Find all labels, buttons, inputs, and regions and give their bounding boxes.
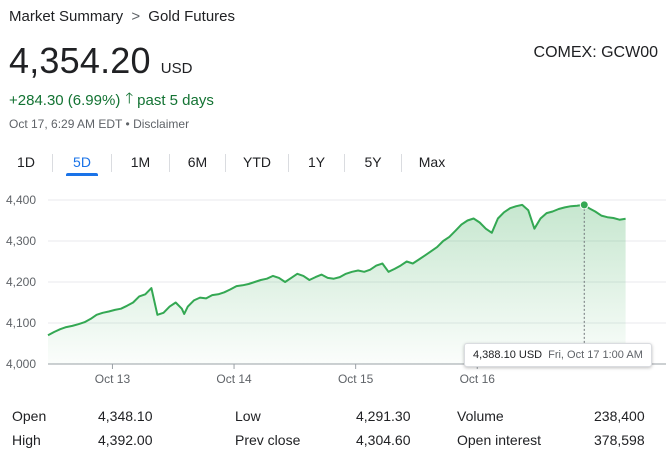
range-separator — [169, 154, 170, 172]
range-tab-ytd[interactable]: YTD — [243, 154, 271, 170]
range-tab-1d[interactable]: 1D — [17, 154, 35, 170]
breadcrumb-separator: > — [131, 8, 141, 25]
stat-low-label: Low — [235, 408, 261, 424]
y-tick-label: 4,300 — [6, 234, 36, 248]
x-tick-label: Oct 14 — [216, 372, 252, 386]
range-separator — [344, 154, 345, 172]
breadcrumb-current: Gold Futures — [148, 8, 236, 25]
range-tab-5y[interactable]: 5Y — [364, 154, 382, 170]
quote-timestamp: Oct 17, 6:29 AM EDT — [9, 117, 123, 131]
x-tick-label: Oct 15 — [338, 372, 374, 386]
range-tab-max[interactable]: Max — [418, 154, 446, 170]
price-line — [47, 203, 626, 337]
change-value: +284.30 (6.99%) — [9, 92, 121, 109]
stat-prev-close-value: 4,304.60 — [356, 432, 411, 448]
price-chart[interactable]: 4,000 4,100 4,200 4,300 4,400 Oct 13 Oct 14 Oct… — [0, 188, 666, 393]
stat-low-value: 4,291.30 — [356, 408, 411, 424]
y-tick-label: 4,100 — [6, 316, 36, 330]
x-tick-label: Oct 13 — [95, 372, 131, 386]
tooltip-date: Fri, Oct 17 1:00 AM — [548, 349, 643, 361]
y-tick-label: 4,000 — [6, 357, 36, 371]
range-separator — [52, 154, 53, 172]
stat-prev-close-label: Prev close — [235, 432, 301, 448]
disclaimer-link[interactable]: Disclaimer — [133, 117, 190, 131]
price-area — [48, 204, 626, 364]
stat-open-label: Open — [12, 408, 47, 424]
change-period: past 5 days — [137, 92, 214, 109]
stat-volume-label: Volume — [457, 408, 504, 424]
tooltip-value: 4,388.10 USD — [473, 349, 543, 361]
ticker-symbol: COMEX: GCW00 — [533, 44, 658, 61]
range-tab-1y[interactable]: 1Y — [307, 154, 326, 170]
quote-timestamp-row: Oct 17, 6:29 AM EDT • Disclaimer — [9, 117, 189, 131]
y-tick-label: 4,400 — [6, 193, 36, 207]
currency-label: USD — [160, 60, 193, 77]
range-separator — [225, 154, 226, 172]
stat-open-interest-label: Open interest — [457, 432, 542, 448]
chart-tooltip: 4,388.10 USD Fri, Oct 17 1:00 AM — [464, 343, 652, 367]
timestamp-bullet: • — [125, 117, 130, 131]
range-tab-1m[interactable]: 1M — [130, 154, 151, 170]
price-row: 4,354.20 USD — [9, 40, 192, 82]
range-tab-5d[interactable]: 5D — [66, 150, 98, 176]
stat-high-value: 4,392.00 — [98, 432, 153, 448]
breadcrumb: Market Summary > Gold Futures — [9, 8, 235, 25]
y-tick-label: 4,200 — [6, 275, 36, 289]
stat-high-label: High — [12, 432, 41, 448]
stat-volume-value: 238,400 — [594, 408, 645, 424]
range-separator — [111, 154, 112, 172]
time-range-tabs: 1D 5D 1M 6M YTD 1Y 5Y Max — [0, 150, 462, 176]
stat-open-value: 4,348.10 — [98, 408, 153, 424]
range-tab-6m[interactable]: 6M — [187, 154, 208, 170]
x-tick-label: Oct 16 — [460, 372, 496, 386]
stat-open-interest-value: 378,598 — [594, 432, 645, 448]
range-separator — [288, 154, 289, 172]
range-separator — [401, 154, 402, 172]
price-change: +284.30 (6.99%) 🡑 past 5 days — [9, 88, 214, 113]
current-price: 4,354.20 — [9, 40, 151, 81]
hover-point — [579, 200, 589, 210]
breadcrumb-market-summary-link[interactable]: Market Summary — [9, 8, 124, 25]
arrow-up-icon: 🡑 — [125, 90, 134, 107]
price-chart-svg[interactable]: 4,000 4,100 4,200 4,300 4,400 Oct 13 Oct 14 Oct… — [0, 188, 666, 393]
